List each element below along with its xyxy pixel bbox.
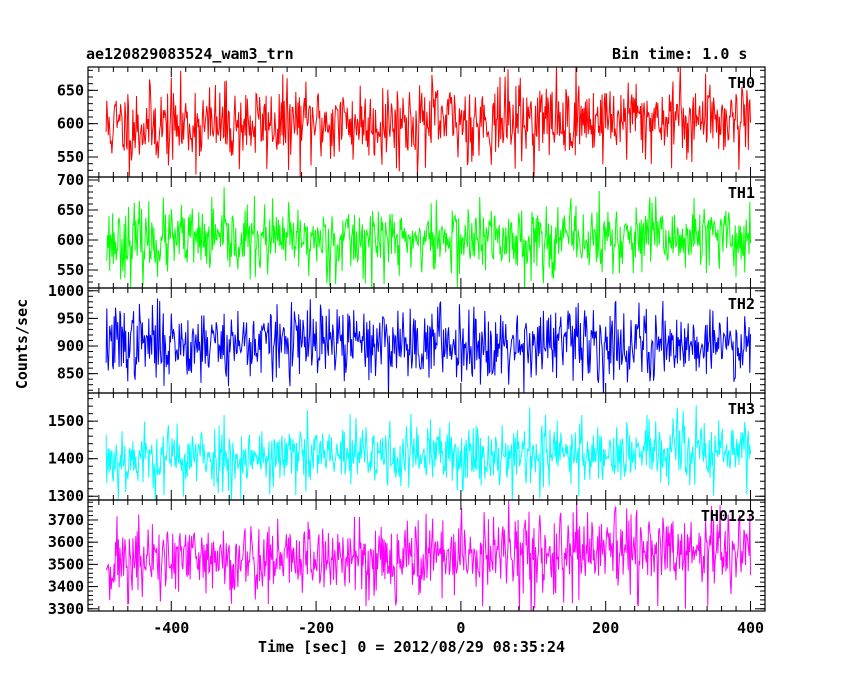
y-tick-label: 600: [57, 231, 84, 249]
y-tick-label: 700: [57, 171, 84, 189]
series-line-th1: [105, 187, 751, 288]
y-tick-label: 600: [57, 115, 84, 133]
y-tick-label: 550: [57, 261, 84, 279]
series-label-th0: TH0: [728, 74, 755, 92]
y-tick-label: 850: [57, 365, 84, 383]
series-label-th3: TH3: [728, 400, 755, 418]
y-tick-label: 900: [57, 337, 84, 355]
series-label-th2: TH2: [728, 295, 755, 313]
series-label-th0123: TH0123: [701, 507, 755, 525]
y-tick-label: 3400: [48, 578, 84, 596]
series-line-th0123: [105, 500, 751, 611]
bin-time-label: Bin time: 1.0 s: [612, 45, 748, 63]
x-tick-label: 400: [737, 619, 764, 637]
y-tick-label: 1400: [48, 450, 84, 468]
series-line-th3: [105, 405, 751, 500]
y-tick-label: 650: [57, 201, 84, 219]
y-tick-label: 950: [57, 309, 84, 327]
y-tick-label: 650: [57, 81, 84, 99]
x-axis-label: Time [sec] 0 = 2012/08/29 08:35:24: [258, 638, 566, 656]
y-tick-label: 550: [57, 148, 84, 166]
x-tick-label: -200: [298, 619, 334, 637]
y-tick-label: 1500: [48, 412, 84, 430]
x-tick-label: 200: [592, 619, 619, 637]
y-tick-label: 1000: [48, 282, 84, 300]
y-tick-label: 3600: [48, 533, 84, 551]
y-tick-label: 3500: [48, 555, 84, 573]
x-tick-label: 0: [456, 619, 465, 637]
y-tick-label: 3300: [48, 600, 84, 618]
series-label-th1: TH1: [728, 184, 755, 202]
x-tick-label: -400: [153, 619, 189, 637]
series-line-th2: [105, 298, 751, 393]
y-tick-label: 3700: [48, 511, 84, 529]
plot-title: ae120829083524_wam3_trn: [86, 45, 294, 63]
series-line-th0: [105, 67, 751, 177]
y-tick-label: 1300: [48, 487, 84, 505]
